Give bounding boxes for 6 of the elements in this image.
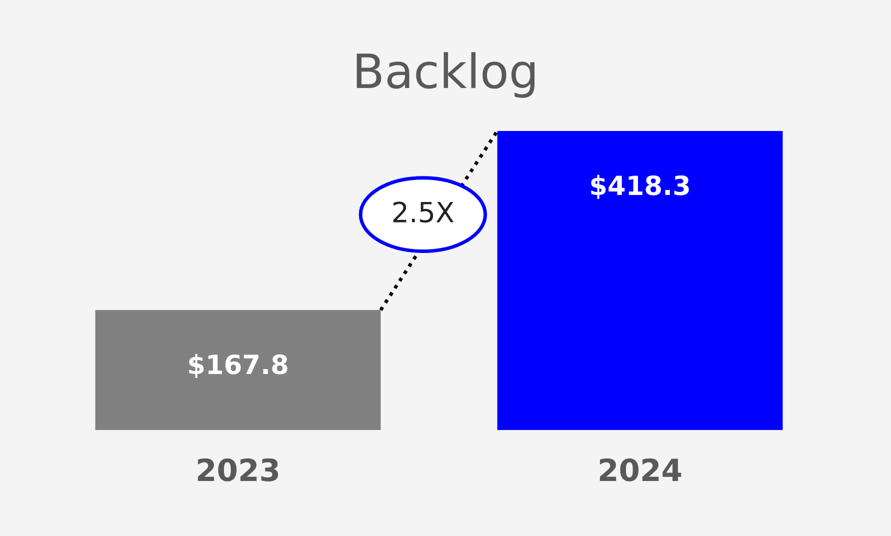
chart-title: Backlog (356, 52, 535, 98)
x-tick-label: 2024 (600, 458, 682, 482)
data-label: $167.8 (189, 354, 288, 378)
x-tick-label: 2023 (198, 458, 278, 482)
annotation: 2.5X (393, 202, 454, 223)
data-label: $418.3 (591, 174, 689, 199)
